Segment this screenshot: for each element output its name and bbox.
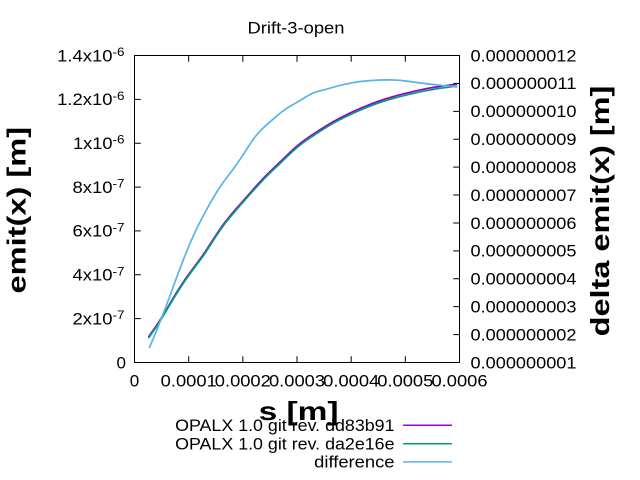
svg-text:0: 0	[130, 372, 139, 391]
svg-text:0.000000008: 0.000000008	[471, 158, 577, 177]
svg-text:-6: -6	[113, 89, 125, 103]
svg-text:0.0001: 0.0001	[161, 372, 217, 391]
svg-text:0.000000005: 0.000000005	[471, 242, 577, 261]
svg-text:0.000000007: 0.000000007	[471, 186, 577, 205]
svg-text:0.0002: 0.0002	[215, 372, 271, 391]
svg-text:0.0005: 0.0005	[377, 372, 433, 391]
svg-text:-7: -7	[113, 220, 125, 234]
svg-text:0.000000009: 0.000000009	[471, 130, 577, 149]
svg-text:0.000000003: 0.000000003	[471, 298, 577, 317]
svg-text:0: 0	[117, 353, 126, 372]
svg-text:1.2x10: 1.2x10	[57, 90, 112, 109]
svg-text:1.4x10: 1.4x10	[57, 46, 112, 65]
svg-text:0.0004: 0.0004	[323, 372, 379, 391]
svg-text:2x10: 2x10	[73, 309, 113, 328]
svg-text:Drift-3-open: Drift-3-open	[248, 19, 345, 38]
svg-text:-7: -7	[113, 264, 125, 278]
svg-text:0.000000001: 0.000000001	[471, 353, 577, 372]
svg-text:difference: difference	[314, 453, 394, 472]
svg-text:delta emit(x) [m]: delta emit(x) [m]	[585, 86, 615, 337]
svg-text:-7: -7	[113, 177, 125, 191]
svg-text:0.000000012: 0.000000012	[471, 46, 577, 65]
svg-text:emit(x) [m]: emit(x) [m]	[2, 127, 32, 294]
svg-text:0.0003: 0.0003	[269, 372, 325, 391]
svg-text:0.000000011: 0.000000011	[471, 74, 577, 93]
svg-text:-7: -7	[113, 308, 125, 322]
svg-text:OPALX 1.0 git rev. da2e16e: OPALX 1.0 git rev. da2e16e	[175, 435, 394, 454]
svg-text:4x10: 4x10	[73, 266, 113, 285]
svg-text:s [m]: s [m]	[259, 396, 339, 426]
svg-text:1x10: 1x10	[73, 134, 113, 153]
svg-text:8x10: 8x10	[73, 178, 113, 197]
svg-text:0.000000002: 0.000000002	[471, 325, 577, 344]
svg-text:OPALX 1.0 git rev. dd83b91: OPALX 1.0 git rev. dd83b91	[175, 416, 394, 435]
svg-text:-6: -6	[113, 133, 125, 147]
svg-text:0.0006: 0.0006	[432, 372, 488, 391]
svg-text:-6: -6	[113, 45, 125, 59]
svg-text:0.000000006: 0.000000006	[471, 214, 577, 233]
svg-text:6x10: 6x10	[73, 222, 113, 241]
svg-text:0.000000010: 0.000000010	[471, 102, 577, 121]
svg-text:0.000000004: 0.000000004	[471, 270, 577, 289]
